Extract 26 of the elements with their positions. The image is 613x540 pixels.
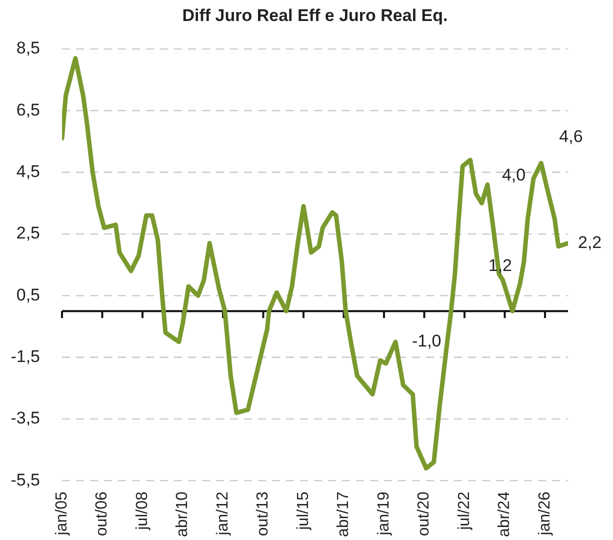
y-tick-label: 8,5 <box>16 38 40 58</box>
x-tick-label: abr/10 <box>174 492 192 538</box>
y-tick-label: 4,5 <box>16 162 40 182</box>
y-tick-label: 6,5 <box>16 100 40 120</box>
y-tick-label: -1,5 <box>10 346 40 366</box>
y-tick-label: 2,5 <box>16 224 40 243</box>
x-tick-label: jan/05 <box>53 492 70 536</box>
x-tick-label: jan/26 <box>536 492 554 536</box>
x-tick-label: jan/12 <box>214 492 232 536</box>
x-tick-label: out/20 <box>416 492 433 536</box>
y-tick-label: -5,5 <box>10 470 40 490</box>
x-tick-label: jul/15 <box>294 492 312 531</box>
x-tick-label: jan/19 <box>375 492 392 536</box>
annotation: 4,0 <box>502 165 526 184</box>
annotation: 4,6 <box>559 126 583 146</box>
x-tick-label: jul/22 <box>456 492 473 531</box>
x-tick-label: out/13 <box>254 492 272 536</box>
x-tick-label: abr/17 <box>335 492 352 538</box>
chart-title: Diff Juro Real Eff e Juro Real Eq. <box>181 6 449 26</box>
x-tick-label: out/06 <box>94 492 111 536</box>
y-tick-label: 0,5 <box>16 285 40 304</box>
annotation: 2,2 <box>578 232 602 252</box>
x-tick-label: abr/24 <box>496 492 514 538</box>
x-tick-label: jul/08 <box>134 492 151 531</box>
annotation: -1,0 <box>412 332 442 351</box>
y-tick-label: -3,5 <box>10 408 40 428</box>
